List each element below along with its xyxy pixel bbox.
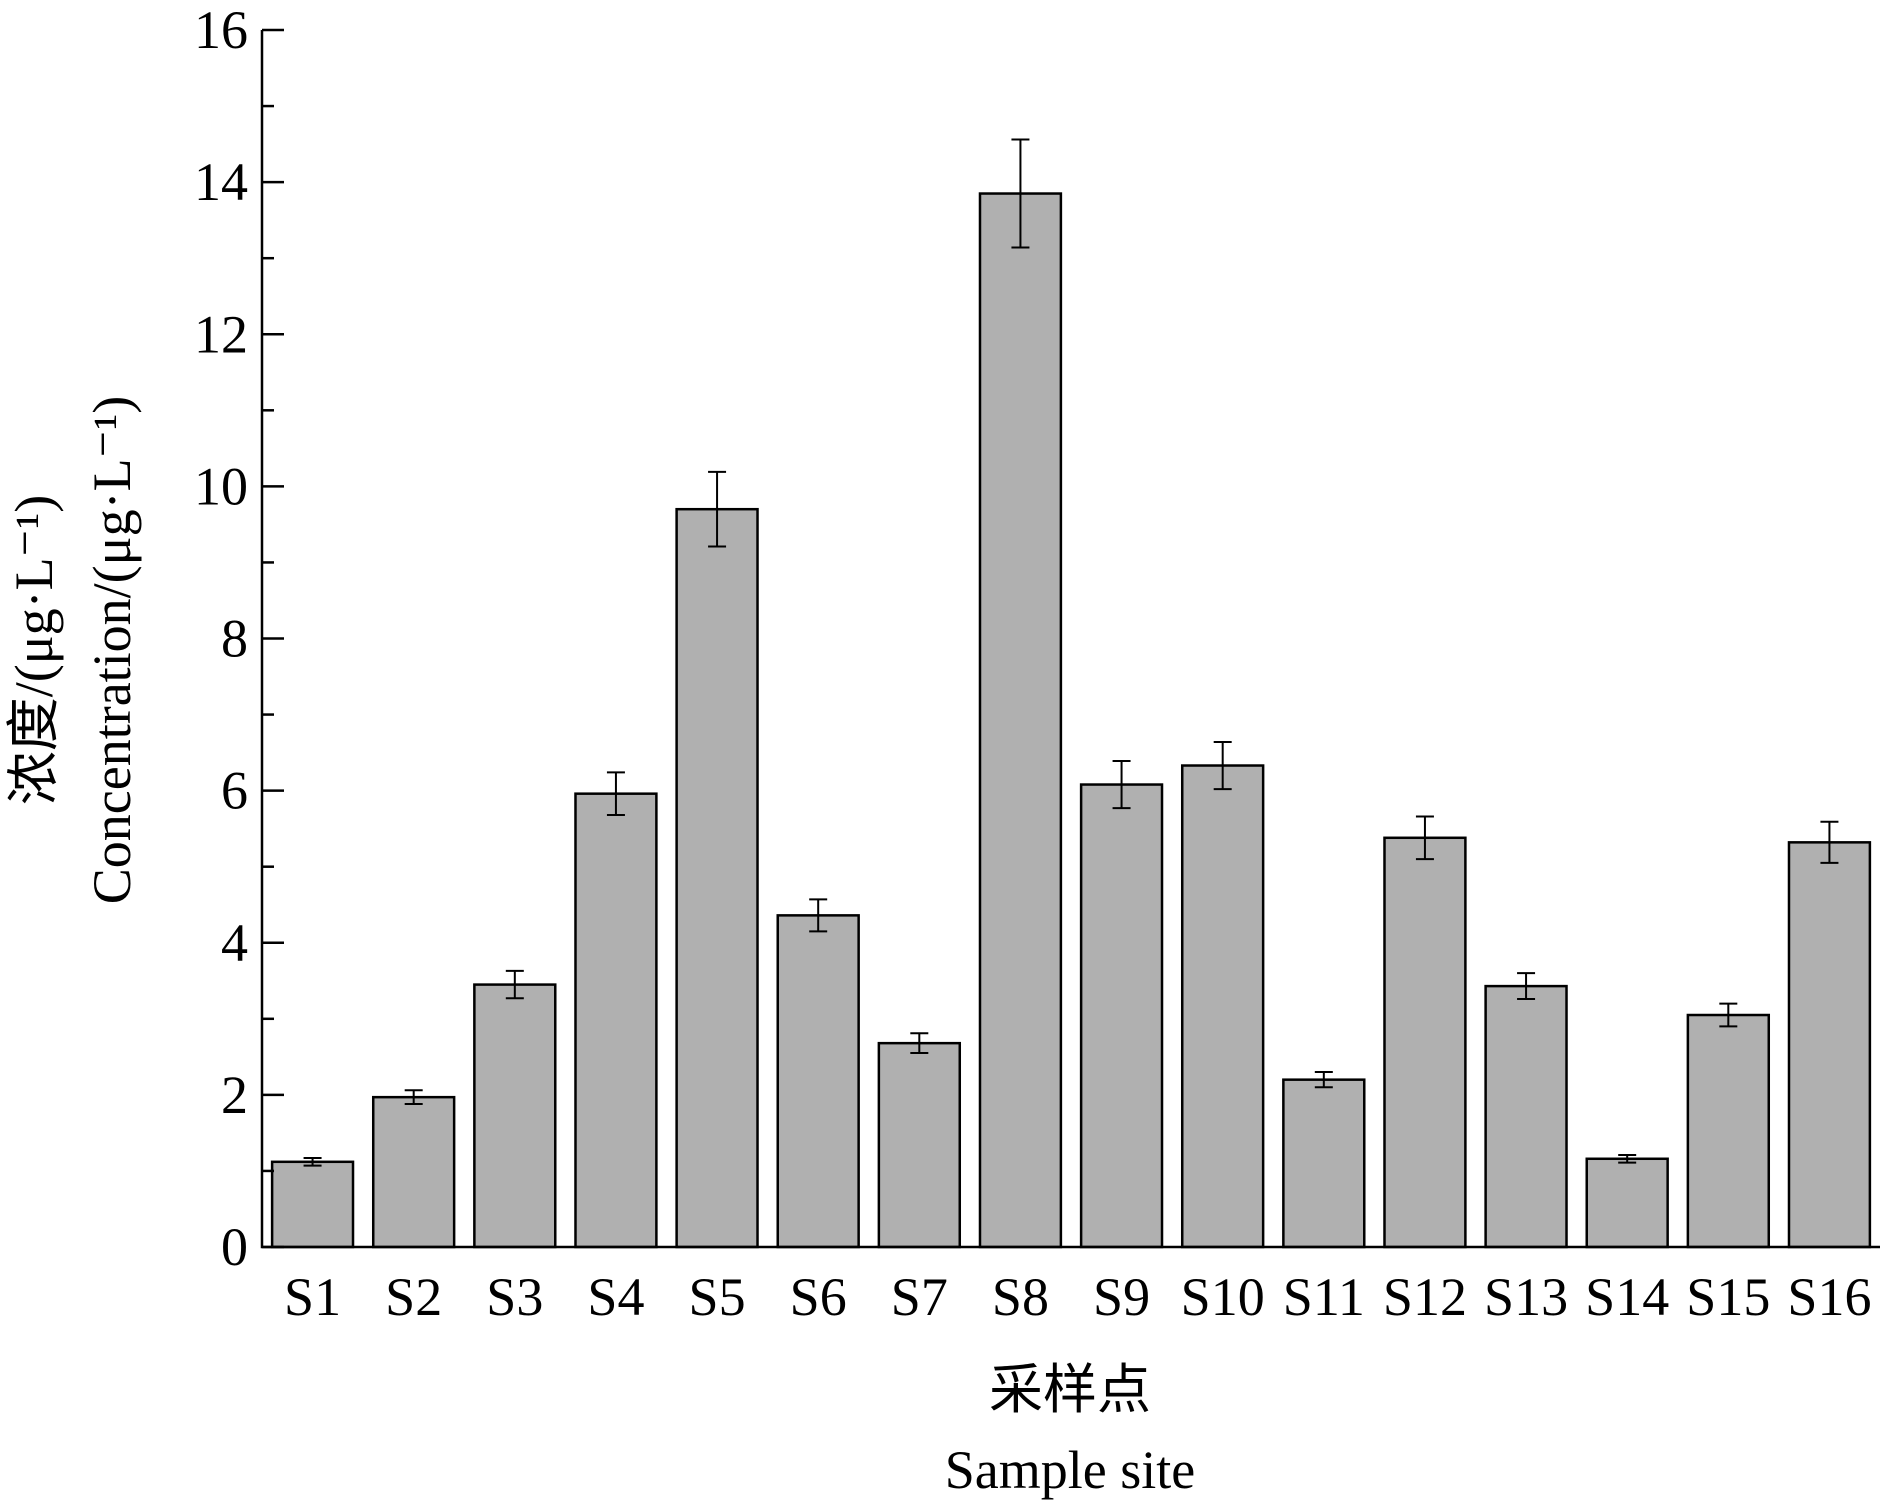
bar-S1	[270, 1160, 355, 1249]
bar-S2	[371, 1095, 456, 1249]
bar-S9	[1079, 783, 1164, 1249]
y-tick-label: 2	[221, 1065, 248, 1125]
y-tick-label: 14	[194, 152, 248, 212]
y-tick-label: 0	[221, 1217, 248, 1277]
bar-S7	[877, 1041, 962, 1249]
y-tick-label: 16	[194, 0, 248, 60]
x-tick-label-S13: S13	[1484, 1267, 1568, 1327]
x-tick-label-S2: S2	[385, 1267, 442, 1327]
x-axis-title-cn: 采样点	[989, 1360, 1151, 1420]
bar-S5	[675, 507, 759, 1249]
y-axis-title: Concentration/(μg·L⁻¹)	[82, 396, 142, 905]
bar-S10	[1180, 764, 1265, 1249]
bar-S14	[1585, 1157, 1669, 1249]
bars-group	[270, 192, 1872, 1249]
x-tick-label-S8: S8	[992, 1267, 1049, 1327]
y-tick-label: 4	[221, 913, 248, 973]
x-tick-label-S1: S1	[284, 1267, 341, 1327]
x-tick-label-S11: S11	[1283, 1267, 1365, 1327]
bar-S12	[1383, 836, 1467, 1249]
y-tick-label: 8	[221, 609, 248, 669]
y-tick-label: 6	[221, 761, 248, 821]
x-tick-label-S12: S12	[1383, 1267, 1467, 1327]
x-tick-label-S14: S14	[1585, 1267, 1669, 1327]
x-tick-label-S15: S15	[1686, 1267, 1770, 1327]
x-tick-label-S16: S16	[1787, 1267, 1871, 1327]
bar-S6	[776, 914, 860, 1249]
x-tick-label-S9: S9	[1093, 1267, 1150, 1327]
x-ticks-group: S1 S2 S3 S4 S5 S6 S7 S8 S9 S10 S11 S12 S13 S14 S15 S16	[284, 1267, 1871, 1327]
x-tick-label-S5: S5	[689, 1267, 746, 1327]
y-ticks-group: 0 2 4 6 8 10 12 14 16	[194, 0, 284, 1277]
bar-S13	[1484, 984, 1568, 1249]
bar-S4	[574, 792, 658, 1249]
y-axis-title-cn: 浓度/(μg·L⁻¹)	[4, 495, 64, 806]
bar-S16	[1787, 841, 1872, 1249]
bar-S15	[1686, 1013, 1771, 1249]
x-axis-title: Sample site	[945, 1440, 1195, 1500]
x-tick-label-S4: S4	[587, 1267, 644, 1327]
error-bars-group	[303, 138, 1839, 1167]
bar-S3	[473, 983, 557, 1249]
x-tick-label-S3: S3	[486, 1267, 543, 1327]
x-tick-label-S10: S10	[1181, 1267, 1265, 1327]
bar-S8	[978, 192, 1063, 1249]
x-tick-label-S7: S7	[891, 1267, 948, 1327]
y-tick-label: 12	[194, 304, 248, 364]
y-tick-label: 10	[194, 456, 248, 516]
bar-S11	[1282, 1078, 1366, 1249]
x-tick-label-S6: S6	[790, 1267, 847, 1327]
